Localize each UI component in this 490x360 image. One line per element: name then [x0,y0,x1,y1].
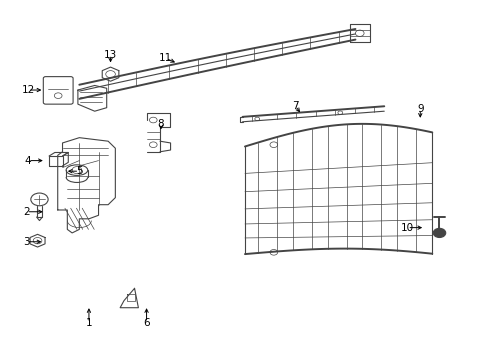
FancyBboxPatch shape [43,77,73,104]
Text: 8: 8 [158,118,164,129]
Text: 11: 11 [159,53,172,63]
Text: 12: 12 [22,85,35,95]
Text: 7: 7 [292,101,299,111]
Text: 1: 1 [86,318,92,328]
Text: 5: 5 [76,166,83,176]
Text: 3: 3 [23,237,30,247]
Text: 10: 10 [401,222,414,233]
Text: 6: 6 [143,318,150,328]
Text: 4: 4 [24,156,31,166]
Text: 13: 13 [104,50,117,60]
Text: 2: 2 [23,207,30,217]
Text: 9: 9 [417,104,423,114]
Circle shape [433,228,446,238]
